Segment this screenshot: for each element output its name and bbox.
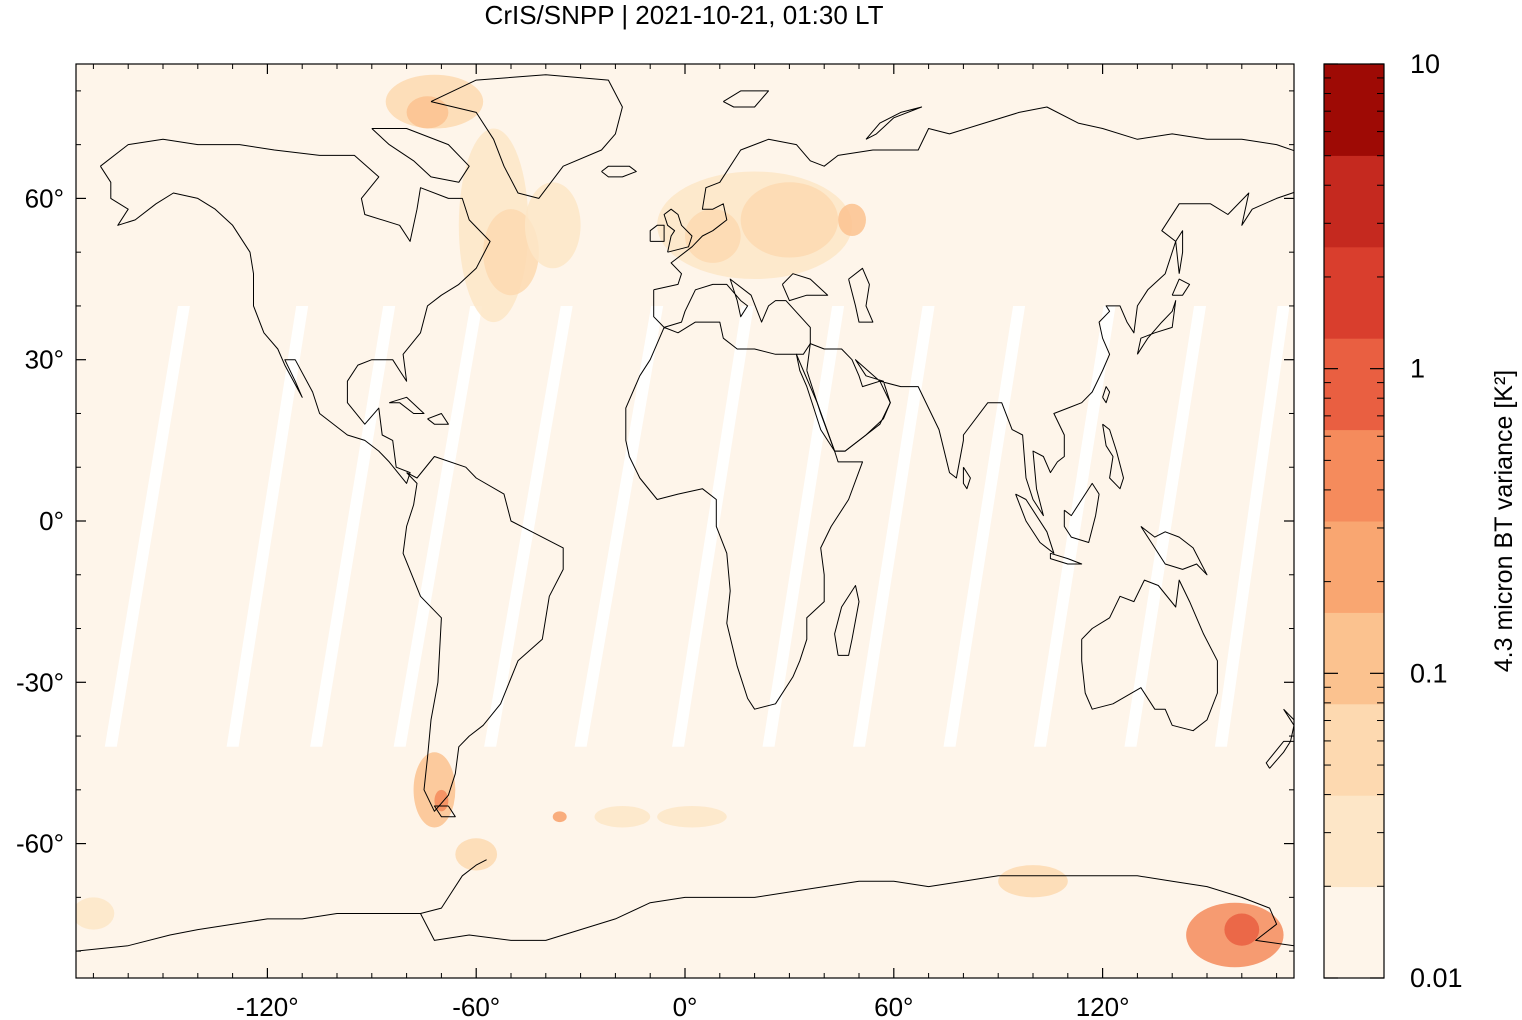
y-tick-label: 30° [25,345,64,375]
colorbar-level [1324,521,1384,613]
colorbar-level [1324,886,1384,979]
colorbar: 10 1 0.1 0.01 4.3 micron BT variance [K²] [1323,49,1518,993]
swath-gap [226,305,309,747]
coastline-antarctic-peninsula [420,859,487,914]
colorbar-frame [1323,63,1385,979]
coastline-new-guinea [1140,526,1208,576]
swath-gap [1124,305,1207,747]
coastline-south-america [402,456,564,812]
variance-patch [998,865,1068,898]
y-tick-label: -30° [16,667,64,697]
variance-patch [413,752,456,828]
swath-gap [484,305,573,747]
swath-gap [1214,305,1290,747]
coastline-java [1049,552,1083,565]
variance-patch [406,96,449,129]
coastline-cuba [389,396,425,414]
coastline-borneo [1063,482,1100,543]
y-tick-label: -60° [16,829,64,859]
x-tick-label: 120° [1076,992,1130,1020]
coastline-baffin-island [371,128,470,183]
swath-gap [310,305,396,747]
variance-patches [76,74,1284,968]
colorbar-level [1324,155,1384,248]
coastline-ireland [649,224,665,242]
variance-patch [838,203,866,237]
x-tick-label: -60° [452,992,500,1020]
coastline-eurasia [653,106,1294,517]
coastline-nz-south [1265,740,1291,769]
variance-patch [657,805,727,828]
coastline-hispaniola [427,413,449,425]
coastline-caspian [848,267,874,323]
swath-gap [1033,305,1116,747]
variance-patch [740,182,839,258]
y-tick-label: 0° [39,506,64,536]
swath-gap [672,305,754,747]
colorbar-levels [1324,64,1384,979]
variance-patch [685,209,741,263]
coastline-sumatra [1015,493,1055,554]
x-tick-label: 0° [673,992,698,1020]
x-tick-label: 60° [874,992,913,1020]
swath-gap [943,305,1026,747]
coastline-sakhalin [1175,230,1184,274]
coastline-australia [1081,579,1218,732]
variance-patch [594,805,651,828]
variance-patch [552,811,567,823]
swath-gap [853,305,935,747]
coastline-tierra-del-fuego [433,805,456,818]
variance-patch [455,838,498,871]
colorbar-tick-label: 10 [1410,49,1440,79]
coastline-black-sea [781,273,829,302]
colorbar-level [1324,246,1384,339]
variance-patch [524,182,581,269]
colorbar-level [1324,795,1384,888]
colorbar-level [1324,429,1384,522]
coastline-svalbard [723,90,769,108]
colorbar-tick-label: 0.1 [1410,658,1448,688]
swath-gap [393,305,483,747]
colorbar-axis-label: 4.3 micron BT variance [K²] [1490,370,1518,672]
variance-patch [76,897,115,930]
colorbar-tick-label: 1 [1410,354,1425,384]
variance-patch [483,209,539,296]
y-tick-label: 60° [25,183,64,213]
coastline-iceland [601,165,637,178]
swath-gaps [104,305,1290,747]
coastline-hokkaido [1171,278,1191,296]
map-plot-area: -120° -60° 0° 60° 120° 60° 30° 0° -30° -60° [16,63,1295,1020]
coastline-japan [1136,300,1177,355]
coastline-taiwan [1102,386,1111,404]
coastline-africa [625,321,863,710]
coastline-sri-lanka [962,466,971,490]
coastline-madagascar [834,585,860,656]
colorbar-level [1324,612,1384,705]
coastline-greenland [430,74,623,199]
map-ticks: -120° -60° 0° 60° 120° 60° 30° 0° -30° -60° [16,64,1294,1020]
coastline-arabia [806,343,891,452]
figure-title: CrIS/SNPP | 2021-10-21, 01:30 LT [485,0,884,30]
coastline-uk [663,208,693,253]
swath-gap [762,305,845,747]
coastline-philippines [1102,423,1124,490]
colorbar-level [1324,703,1384,796]
variance-patch [1224,913,1260,946]
colorbar-ticks: 10 1 0.1 0.01 [1324,49,1463,993]
colorbar-level [1324,338,1384,431]
colorbar-tick-label: 0.01 [1410,963,1463,993]
coastlines [76,74,1294,952]
coastline-novaya-zemlya [865,106,923,140]
x-tick-label: -120° [236,992,298,1020]
coastline-antarctica [76,875,1294,952]
swath-gap [574,305,664,747]
swath-gap [104,305,190,747]
colorbar-level [1324,64,1384,156]
coastline-north-america [99,138,491,484]
